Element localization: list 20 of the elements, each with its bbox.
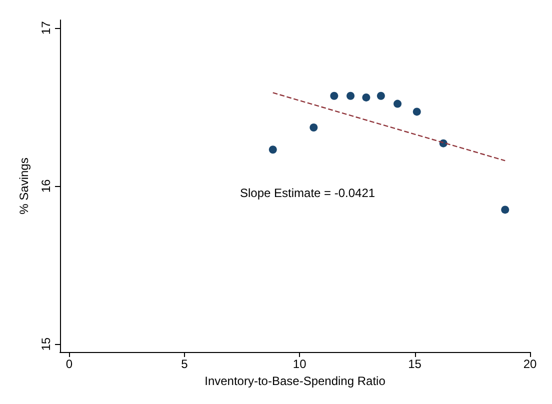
- point: [394, 100, 402, 108]
- point: [346, 92, 355, 100]
- point: [268, 146, 277, 154]
- point: [362, 93, 370, 102]
- y-axis-title: % Savings: [17, 158, 31, 214]
- y-tick-label: 17: [39, 20, 53, 35]
- point: [501, 206, 510, 214]
- annotation: Slope Estimate = -0.0421: [240, 186, 376, 200]
- x-tick-label: 20: [523, 357, 537, 371]
- point: [330, 92, 338, 100]
- y-tick-label: 15: [39, 337, 53, 351]
- x-tick-label: 15: [408, 357, 422, 371]
- x-axis-title: Inventory-to-Base-Spending Ratio: [204, 374, 386, 388]
- point: [412, 108, 421, 116]
- x-tick-label: 10: [292, 357, 307, 371]
- y-tick-label: 16: [39, 179, 53, 193]
- point: [310, 124, 318, 132]
- point: [376, 92, 385, 100]
- x-tick-label: 5: [181, 357, 188, 371]
- x-tick-label: 0: [66, 357, 73, 371]
